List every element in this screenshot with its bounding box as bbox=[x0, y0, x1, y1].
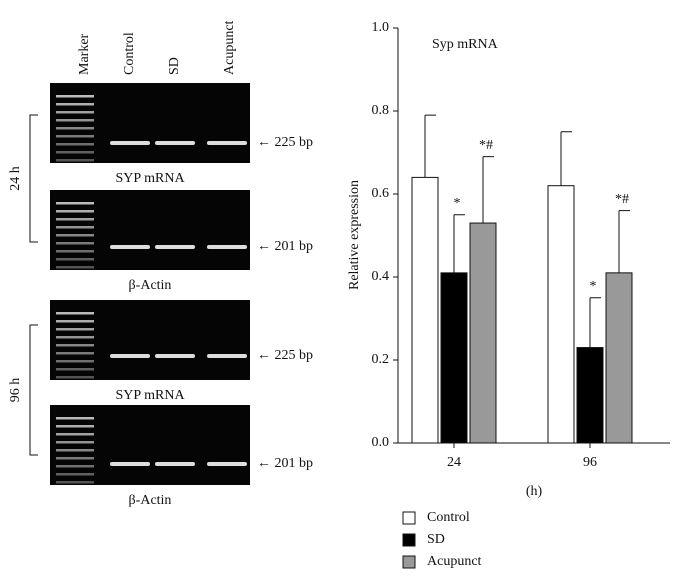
significance-label: *# bbox=[479, 138, 493, 153]
sample-band bbox=[110, 141, 150, 145]
marker-band bbox=[56, 481, 94, 484]
marker-band bbox=[56, 111, 94, 114]
marker-band bbox=[56, 465, 94, 468]
marker-band bbox=[56, 336, 94, 339]
x-tick-label: 24 bbox=[447, 455, 461, 470]
marker-band bbox=[56, 368, 94, 371]
marker-band bbox=[56, 226, 94, 229]
panel-label: SYP mRNA bbox=[115, 171, 185, 186]
sample-band bbox=[155, 354, 195, 358]
size-label: ← 225 bp bbox=[257, 135, 313, 150]
marker-band bbox=[56, 151, 94, 154]
significance-label: * bbox=[590, 279, 597, 294]
legend-label: Acupunct bbox=[427, 554, 482, 569]
sample-band bbox=[155, 141, 195, 145]
marker-band bbox=[56, 103, 94, 106]
marker-band bbox=[56, 457, 94, 460]
panel-label: β-Actin bbox=[129, 493, 172, 508]
marker-band bbox=[56, 344, 94, 347]
lane-label: Control bbox=[122, 32, 137, 75]
time-label: 24 h bbox=[8, 166, 23, 191]
size-label: ← 225 bp bbox=[257, 348, 313, 363]
marker-band bbox=[56, 135, 94, 138]
sample-band bbox=[155, 245, 195, 249]
panel-label: β-Actin bbox=[129, 278, 172, 293]
marker-band bbox=[56, 352, 94, 355]
bar bbox=[605, 272, 633, 444]
marker-band bbox=[56, 95, 94, 98]
bar bbox=[547, 185, 575, 444]
size-label: ← 201 bp bbox=[257, 239, 313, 254]
marker-band bbox=[56, 433, 94, 436]
chart: 0.0 0.2 0.4 0.6 0.8 1.0 Syp mRNA Relative expre… bbox=[347, 20, 670, 569]
bar bbox=[440, 272, 468, 444]
legend-label: SD bbox=[427, 532, 445, 547]
marker-band bbox=[56, 242, 94, 245]
time-label: 96 h bbox=[8, 378, 23, 403]
panel-label: SYP mRNA bbox=[115, 388, 185, 403]
marker-band bbox=[56, 376, 94, 379]
y-tick-label: 0.6 bbox=[372, 186, 390, 201]
sample-band bbox=[207, 141, 247, 145]
marker-band bbox=[56, 258, 94, 261]
marker-band bbox=[56, 143, 94, 146]
marker-band bbox=[56, 119, 94, 122]
marker-band bbox=[56, 210, 94, 213]
y-tick-label: 0.2 bbox=[372, 352, 390, 367]
marker-band bbox=[56, 312, 94, 315]
y-tick-label: 0.4 bbox=[372, 269, 390, 284]
x-tick-label: 96 bbox=[583, 455, 597, 470]
marker-band bbox=[56, 449, 94, 452]
marker-band bbox=[56, 250, 94, 253]
gel-panel: Marker Control SD Acupunct ← 225 bp SYP mRNA ←… bbox=[8, 20, 313, 508]
sample-band bbox=[110, 245, 150, 249]
bracket bbox=[29, 324, 38, 456]
y-tick-label: 1.0 bbox=[372, 20, 390, 35]
y-tick-label: 0.8 bbox=[372, 103, 390, 118]
marker-band bbox=[56, 473, 94, 476]
legend-swatch bbox=[402, 533, 416, 547]
marker-band bbox=[56, 202, 94, 205]
marker-band bbox=[56, 127, 94, 130]
marker-band bbox=[56, 218, 94, 221]
y-axis-label: Relative expression bbox=[347, 180, 362, 290]
sample-band bbox=[207, 245, 247, 249]
marker-band bbox=[56, 328, 94, 331]
legend-swatch bbox=[402, 511, 416, 525]
significance-label: *# bbox=[615, 192, 629, 207]
chart-annotation: Syp mRNA bbox=[432, 37, 499, 52]
sample-band bbox=[155, 462, 195, 466]
lane-label: Marker bbox=[77, 33, 92, 75]
lane-label: Acupunct bbox=[222, 20, 237, 75]
marker-band bbox=[56, 266, 94, 269]
lane-label: SD bbox=[167, 57, 182, 75]
y-tick-label: 0.0 bbox=[372, 435, 390, 450]
sample-band bbox=[110, 462, 150, 466]
marker-band bbox=[56, 320, 94, 323]
bar bbox=[469, 222, 497, 444]
marker-band bbox=[56, 159, 94, 162]
marker-band bbox=[56, 234, 94, 237]
marker-band bbox=[56, 417, 94, 420]
bracket bbox=[29, 114, 38, 243]
bar bbox=[576, 347, 604, 444]
marker-band bbox=[56, 441, 94, 444]
sample-band bbox=[207, 354, 247, 358]
bar bbox=[411, 176, 439, 444]
legend-label: Control bbox=[427, 510, 470, 525]
significance-label: * bbox=[454, 196, 461, 211]
x-axis-label: (h) bbox=[526, 484, 543, 499]
sample-band bbox=[110, 354, 150, 358]
size-label: ← 201 bp bbox=[257, 456, 313, 471]
marker-band bbox=[56, 360, 94, 363]
legend-swatch bbox=[402, 555, 416, 569]
marker-band bbox=[56, 425, 94, 428]
sample-band bbox=[207, 462, 247, 466]
